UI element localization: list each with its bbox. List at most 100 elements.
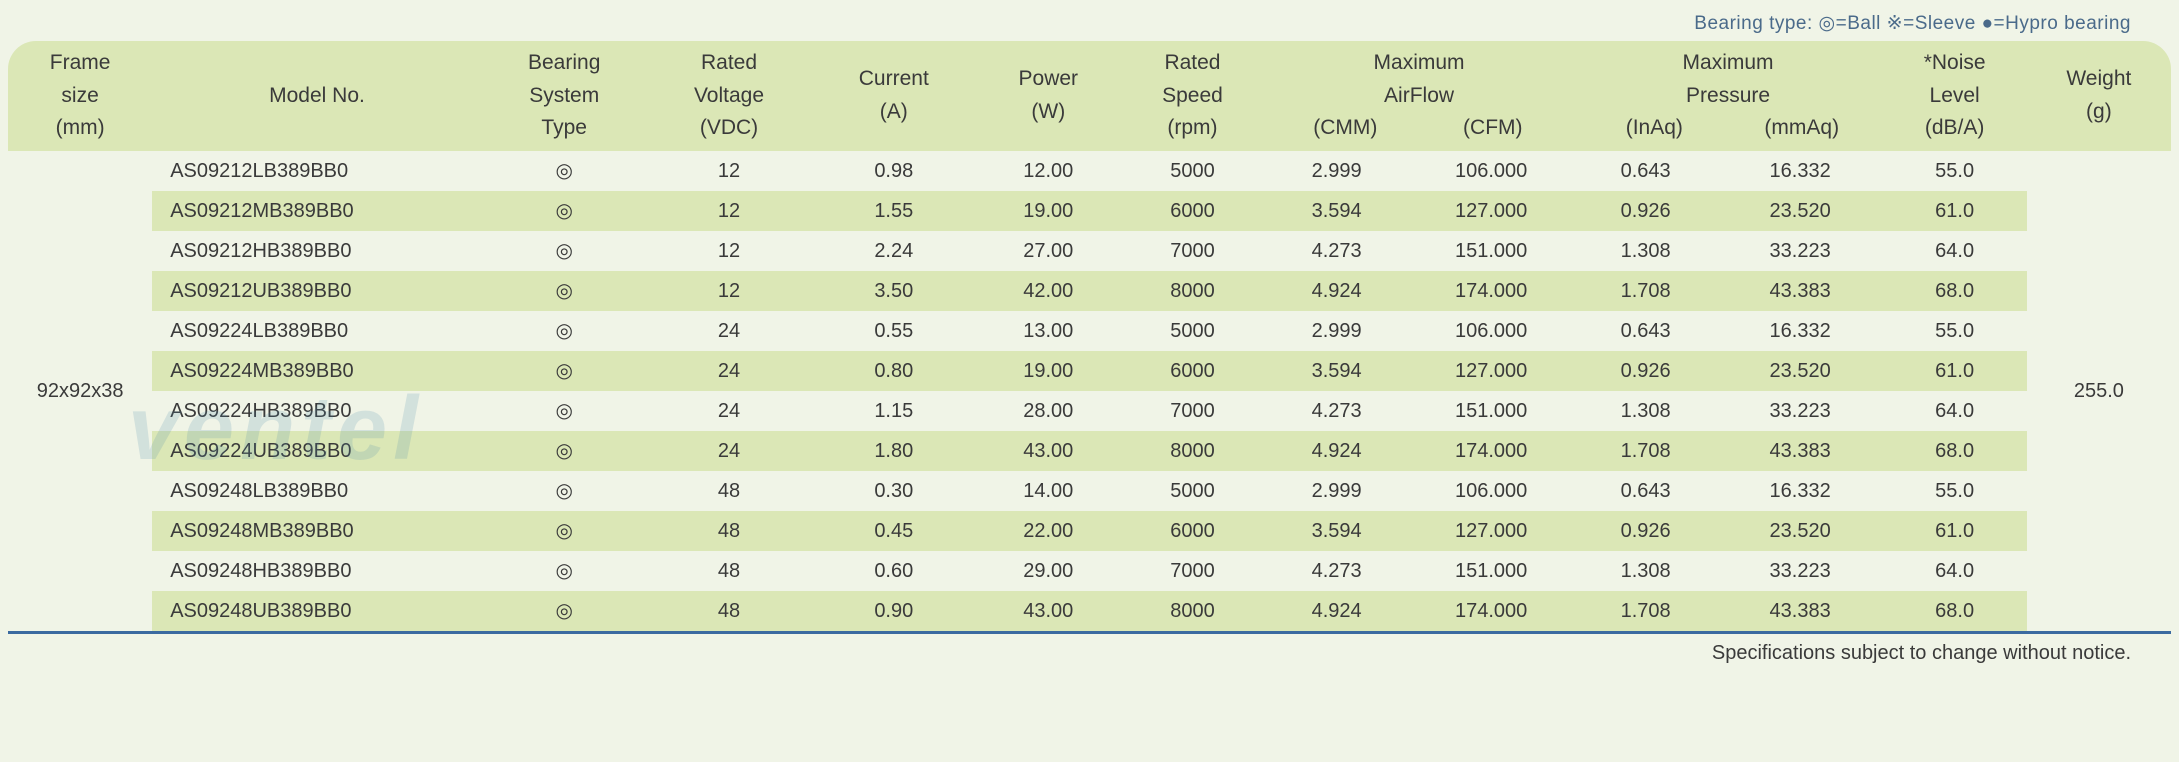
cell-cmm: 3.594 bbox=[1265, 191, 1409, 231]
cell-cfm: 174.000 bbox=[1409, 431, 1574, 471]
cell-power: 12.00 bbox=[976, 151, 1120, 191]
cell-inaq: 1.308 bbox=[1574, 391, 1718, 431]
cell-noise: 55.0 bbox=[1883, 471, 2027, 511]
cell-cmm: 4.273 bbox=[1265, 231, 1409, 271]
cell-mmaq: 43.383 bbox=[1718, 431, 1883, 471]
cell-cfm: 151.000 bbox=[1409, 391, 1574, 431]
col-header: *NoiseLevel(dB/A) bbox=[1883, 41, 2027, 151]
cell-inaq: 0.926 bbox=[1574, 351, 1718, 391]
cell-current: 0.60 bbox=[811, 551, 976, 591]
cell-current: 2.24 bbox=[811, 231, 976, 271]
cell-bearing: ◎ bbox=[482, 431, 647, 471]
cell-cfm: 106.000 bbox=[1409, 151, 1574, 191]
cell-model: AS09212MB389BB0 bbox=[152, 191, 482, 231]
cell-voltage: 12 bbox=[647, 271, 812, 311]
cell-model: AS09212LB389BB0 bbox=[152, 151, 482, 191]
cell-power: 22.00 bbox=[976, 511, 1120, 551]
cell-cmm: 4.273 bbox=[1265, 551, 1409, 591]
cell-inaq: 0.643 bbox=[1574, 311, 1718, 351]
cell-model: AS09224MB389BB0 bbox=[152, 351, 482, 391]
table-row: AS09248LB389BB0◎480.3014.0050002.999106.… bbox=[8, 471, 2171, 511]
cell-inaq: 0.926 bbox=[1574, 191, 1718, 231]
table-row: AS09224UB389BB0◎241.8043.0080004.924174.… bbox=[8, 431, 2171, 471]
cell-cfm: 127.000 bbox=[1409, 351, 1574, 391]
cell-noise: 61.0 bbox=[1883, 511, 2027, 551]
cell-power: 19.00 bbox=[976, 191, 1120, 231]
cell-cfm: 151.000 bbox=[1409, 231, 1574, 271]
cell-cmm: 4.924 bbox=[1265, 271, 1409, 311]
cell-power: 19.00 bbox=[976, 351, 1120, 391]
cell-power: 27.00 bbox=[976, 231, 1120, 271]
cell-noise: 64.0 bbox=[1883, 391, 2027, 431]
cell-cmm: 3.594 bbox=[1265, 511, 1409, 551]
cell-cmm: 4.924 bbox=[1265, 591, 1409, 631]
table-header: Framesize(mm)Model No.BearingSystemTypeR… bbox=[8, 41, 2171, 151]
cell-mmaq: 16.332 bbox=[1718, 471, 1883, 511]
legend-prefix: Bearing type: bbox=[1694, 13, 1818, 34]
col-header: BearingSystemType bbox=[482, 41, 647, 151]
cell-power: 13.00 bbox=[976, 311, 1120, 351]
col-header: Power(W) bbox=[976, 41, 1120, 151]
cell-voltage: 48 bbox=[647, 551, 812, 591]
cell-current: 0.55 bbox=[811, 311, 976, 351]
cell-inaq: 0.643 bbox=[1574, 471, 1718, 511]
cell-bearing: ◎ bbox=[482, 511, 647, 551]
col-header-airflow: MaximumAirFlow(CMM)(CFM) bbox=[1265, 41, 1574, 151]
cell-model: AS09224LB389BB0 bbox=[152, 311, 482, 351]
cell-speed: 8000 bbox=[1120, 271, 1264, 311]
col-header: Current(A) bbox=[811, 41, 976, 151]
cell-current: 0.45 bbox=[811, 511, 976, 551]
table-row: AS09212UB389BB0◎123.5042.0080004.924174.… bbox=[8, 271, 2171, 311]
cell-power: 42.00 bbox=[976, 271, 1120, 311]
cell-model: AS09248HB389BB0 bbox=[152, 551, 482, 591]
col-header: Framesize(mm) bbox=[8, 41, 152, 151]
table-row: AS09224MB389BB0◎240.8019.0060003.594127.… bbox=[8, 351, 2171, 391]
cell-power: 43.00 bbox=[976, 591, 1120, 631]
cell-noise: 68.0 bbox=[1883, 591, 2027, 631]
cell-bearing: ◎ bbox=[482, 391, 647, 431]
cell-model: AS09224HB389BB0 bbox=[152, 391, 482, 431]
cell-noise: 55.0 bbox=[1883, 151, 2027, 191]
cell-cfm: 151.000 bbox=[1409, 551, 1574, 591]
table-row: AS09248HB389BB0◎480.6029.0070004.273151.… bbox=[8, 551, 2171, 591]
cell-bearing: ◎ bbox=[482, 191, 647, 231]
cell-model: AS09248LB389BB0 bbox=[152, 471, 482, 511]
cell-speed: 5000 bbox=[1120, 151, 1264, 191]
col-header-pressure: MaximumPressure(InAq)(mmAq) bbox=[1574, 41, 1883, 151]
cell-noise: 55.0 bbox=[1883, 311, 2027, 351]
table-row: AS09212HB389BB0◎122.2427.0070004.273151.… bbox=[8, 231, 2171, 271]
col-header: Weight(g) bbox=[2027, 41, 2171, 151]
table-row: 92x92x38AS09212LB389BB0◎120.9812.0050002… bbox=[8, 151, 2171, 191]
footnote: Specifications subject to change without… bbox=[8, 634, 2171, 669]
cell-voltage: 24 bbox=[647, 391, 812, 431]
cell-mmaq: 43.383 bbox=[1718, 271, 1883, 311]
frame-size-cell: 92x92x38 bbox=[8, 151, 152, 631]
cell-bearing: ◎ bbox=[482, 551, 647, 591]
cell-inaq: 1.308 bbox=[1574, 551, 1718, 591]
bearing-legend: Bearing type: ◎=Ball ※=Sleeve ●=Hypro be… bbox=[8, 8, 2171, 41]
cell-current: 1.55 bbox=[811, 191, 976, 231]
table-row: AS09248MB389BB0◎480.4522.0060003.594127.… bbox=[8, 511, 2171, 551]
cell-current: 0.80 bbox=[811, 351, 976, 391]
cell-power: 14.00 bbox=[976, 471, 1120, 511]
cell-cfm: 174.000 bbox=[1409, 591, 1574, 631]
cell-model: AS09212HB389BB0 bbox=[152, 231, 482, 271]
cell-noise: 64.0 bbox=[1883, 551, 2027, 591]
cell-mmaq: 16.332 bbox=[1718, 151, 1883, 191]
cell-mmaq: 33.223 bbox=[1718, 231, 1883, 271]
table-row: AS09248UB389BB0◎480.9043.0080004.924174.… bbox=[8, 591, 2171, 631]
cell-noise: 61.0 bbox=[1883, 351, 2027, 391]
cell-model: AS09212UB389BB0 bbox=[152, 271, 482, 311]
cell-current: 1.80 bbox=[811, 431, 976, 471]
col-header: RatedSpeed(rpm) bbox=[1120, 41, 1264, 151]
cell-voltage: 48 bbox=[647, 591, 812, 631]
cell-cfm: 174.000 bbox=[1409, 271, 1574, 311]
cell-cmm: 4.924 bbox=[1265, 431, 1409, 471]
cell-noise: 61.0 bbox=[1883, 191, 2027, 231]
cell-speed: 6000 bbox=[1120, 191, 1264, 231]
cell-voltage: 48 bbox=[647, 511, 812, 551]
cell-mmaq: 23.520 bbox=[1718, 511, 1883, 551]
cell-voltage: 12 bbox=[647, 191, 812, 231]
cell-cfm: 106.000 bbox=[1409, 471, 1574, 511]
cell-bearing: ◎ bbox=[482, 351, 647, 391]
